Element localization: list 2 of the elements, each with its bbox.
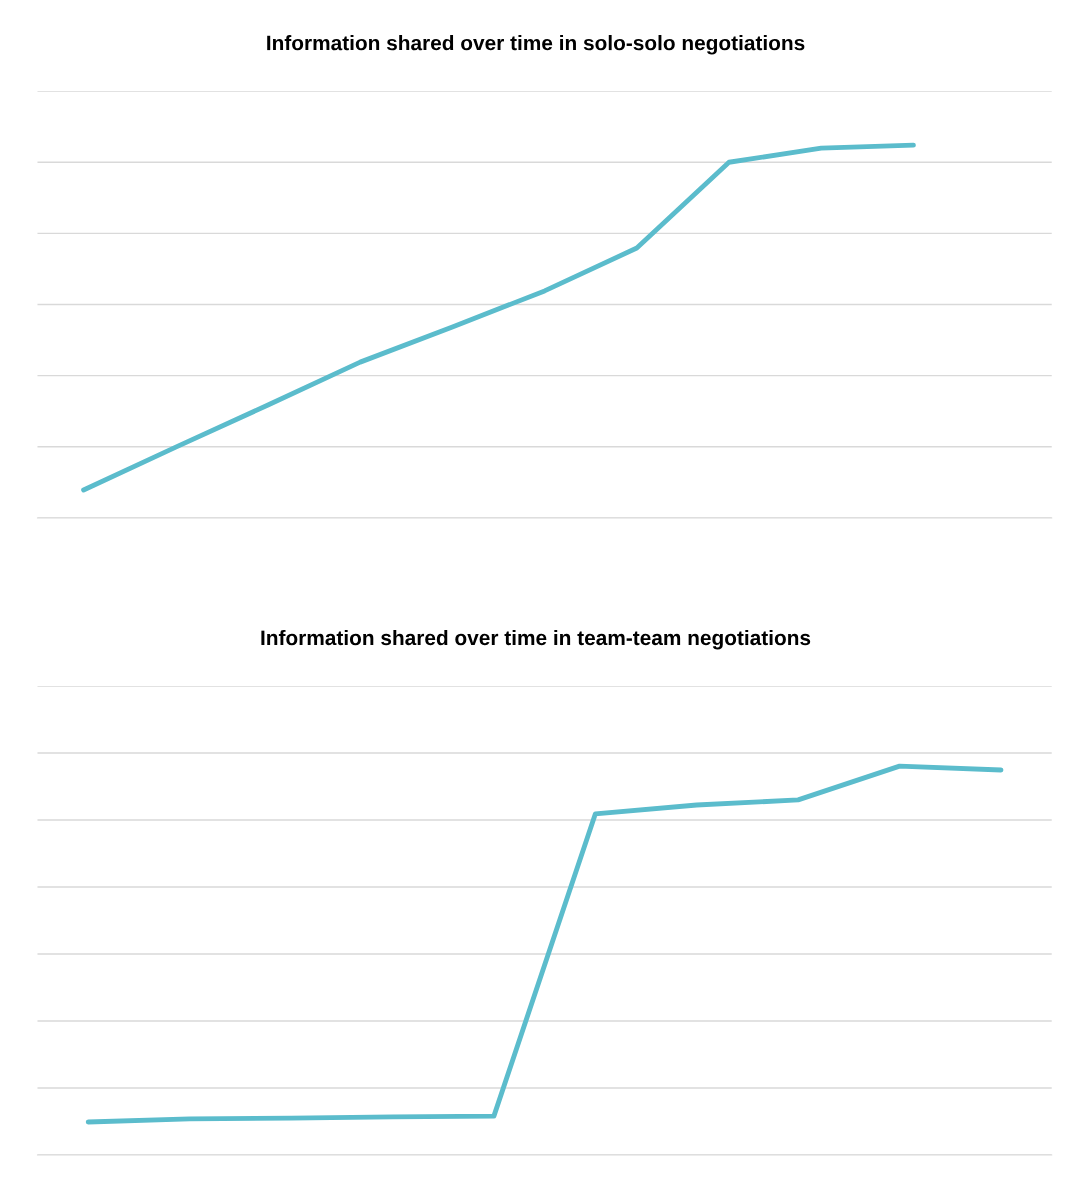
- chart-title: Information shared over time in solo-solo negotiations: [267, 35, 805, 55]
- chart-title: Information shared over time in team-team negotiations: [261, 629, 811, 650]
